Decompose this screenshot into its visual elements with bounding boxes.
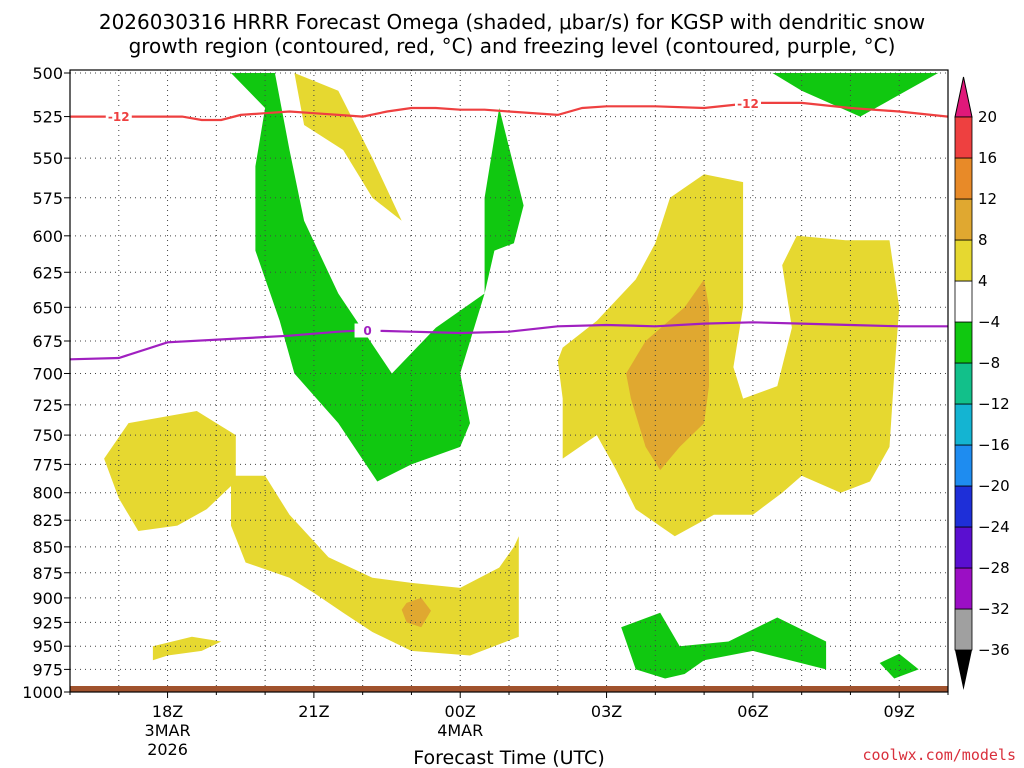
- omega-shading: [104, 73, 939, 679]
- credit-text: coolwx.com/models: [862, 746, 1016, 764]
- colorbar-band: [954, 198, 973, 241]
- contour-label-bg: [354, 323, 381, 338]
- colorbar-band: [954, 567, 973, 610]
- colorbar-label: −32: [978, 600, 1010, 618]
- contour-label-bg: [735, 96, 762, 111]
- omega-region-2: [621, 612, 827, 679]
- colorbar-label: −24: [978, 518, 1010, 536]
- y-tick-label: 500: [32, 64, 63, 83]
- x-tick-label: 3MAR: [145, 721, 191, 740]
- omega-region-4: [294, 73, 402, 221]
- x-tick-label: 2026: [147, 740, 188, 759]
- colorbar-band: [954, 608, 973, 651]
- y-tick-label: 875: [32, 564, 63, 583]
- contour-labels: -12 -12 0: [105, 96, 762, 338]
- colorbar-band: [954, 280, 973, 323]
- colorbar-label: −28: [978, 559, 1010, 577]
- y-tick-label: 525: [32, 108, 63, 127]
- y-tick-label: 650: [32, 298, 63, 317]
- contour-label-bg: [105, 109, 132, 124]
- colorbar-band: [954, 444, 973, 487]
- x-tick-label: 06Z: [737, 702, 768, 721]
- omega-region-3: [879, 653, 919, 679]
- colorbar-band: [954, 362, 973, 405]
- chart-title-line-2: growth region (contoured, red, °C) and f…: [129, 34, 896, 58]
- y-tick-label: 800: [32, 484, 63, 503]
- x-tick-label: 09Z: [884, 702, 915, 721]
- x-tick-label: 18Z: [152, 702, 183, 721]
- colorbar-label: 20: [978, 108, 997, 126]
- colorbar-label: −20: [978, 477, 1010, 495]
- omega-region-1: [772, 73, 939, 117]
- colorbar-band: [954, 526, 973, 569]
- colorbar: −36 −32 −28 −24 −20 −16 −12 −8 −4 4 8 12 16 20: [954, 76, 1010, 690]
- x-tick-label: 4MAR: [437, 721, 483, 740]
- y-tick-label: 925: [32, 613, 63, 632]
- contour-line-1: [70, 321, 948, 361]
- omega-region-10: [401, 597, 431, 628]
- x-tick-label: 21Z: [298, 702, 329, 721]
- colorbar-label: −12: [978, 395, 1010, 413]
- contour-label: -12: [108, 110, 130, 124]
- omega-region-7: [152, 636, 222, 661]
- colorbar-label: −8: [978, 354, 1000, 372]
- chart-title-line-1: 2026030316 HRRR Forecast Omega (shaded, …: [99, 10, 925, 34]
- y-tick-label: 700: [32, 364, 63, 383]
- y-tick-label: 725: [32, 396, 63, 415]
- colorbar-label: 16: [978, 149, 997, 167]
- colorbar-band: [954, 116, 973, 159]
- colorbar-arrow-high: [954, 76, 973, 118]
- y-tick-label: 825: [32, 511, 63, 530]
- x-axis-label: Forecast Time (UTC): [413, 747, 604, 768]
- colorbar-arrow-low: [955, 650, 972, 690]
- contour-label: -12: [737, 97, 759, 111]
- colorbar-band: [954, 485, 973, 528]
- y-tick-label: 950: [32, 637, 63, 656]
- colorbar-label: 4: [978, 272, 988, 290]
- y-tick-label: 675: [32, 332, 63, 351]
- omega-region-5: [104, 411, 236, 531]
- y-tick-label: 575: [32, 189, 63, 208]
- colorbar-band: [954, 403, 973, 446]
- contour-label: 0: [363, 324, 371, 338]
- y-tick-label: 850: [32, 538, 63, 557]
- omega-region-8: [557, 174, 900, 537]
- omega-region-0: [231, 73, 524, 482]
- y-tick-label: 550: [32, 149, 63, 168]
- y-tick-label: 900: [32, 589, 63, 608]
- y-axis-pressure: 500 525 550 575 600 625 650 675 700 725 750 775 800 8…: [22, 64, 70, 702]
- x-tick-label: 03Z: [591, 702, 622, 721]
- y-tick-label: 975: [32, 660, 63, 679]
- y-tick-label: 1000: [22, 683, 63, 702]
- colorbar-label: 8: [978, 231, 988, 249]
- y-tick-label: 600: [32, 227, 63, 246]
- y-tick-label: 775: [32, 455, 63, 474]
- colorbar-label: −4: [978, 313, 1000, 331]
- colorbar-band: [954, 239, 973, 282]
- y-tick-label: 750: [32, 426, 63, 445]
- colorbar-band: [954, 321, 973, 364]
- x-tick-label: 00Z: [445, 702, 476, 721]
- omega-region-6: [231, 475, 519, 656]
- omega-region-9: [626, 279, 709, 471]
- colorbar-label: 12: [978, 190, 997, 208]
- colorbar-label: −16: [978, 436, 1010, 454]
- colorbar-label: −36: [978, 641, 1010, 659]
- y-tick-label: 625: [32, 263, 63, 282]
- colorbar-band: [954, 157, 973, 200]
- terrain-ground: [70, 686, 948, 692]
